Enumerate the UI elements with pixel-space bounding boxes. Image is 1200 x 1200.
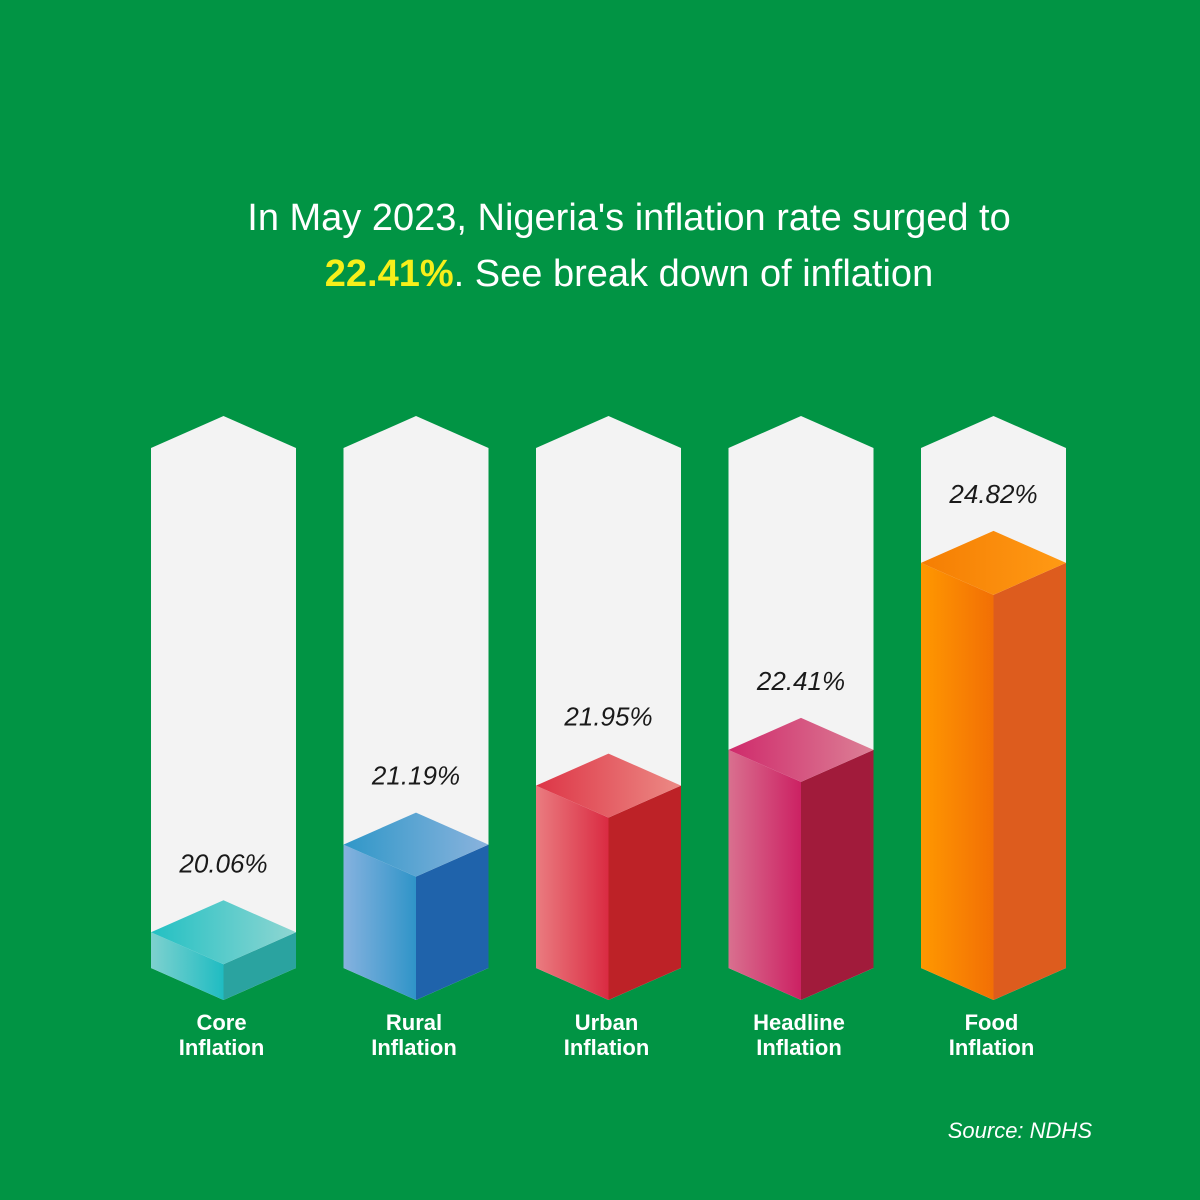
value-label: 20.06% bbox=[178, 848, 267, 878]
bar-core bbox=[151, 900, 296, 1000]
bar-headline bbox=[728, 717, 874, 1000]
headline-line2: . See break down of inflation bbox=[453, 253, 934, 295]
bar-front-face bbox=[343, 844, 416, 1000]
bar-front-face bbox=[151, 932, 224, 1000]
bar-front-face bbox=[536, 785, 609, 1000]
category-label: Headline Inflation bbox=[753, 1010, 845, 1060]
category-label: Rural Inflation bbox=[371, 1010, 457, 1060]
bar-front-face bbox=[921, 562, 994, 1000]
bar-rural bbox=[343, 812, 489, 1000]
bar-top-face bbox=[728, 717, 874, 782]
bar-top-face bbox=[151, 900, 296, 965]
category-label: Core Inflation bbox=[179, 1010, 265, 1060]
bar-urban bbox=[536, 753, 681, 1000]
headline: In May 2023, Nigeria's inflation rate su… bbox=[0, 190, 1200, 302]
source-note: Source: NDHS bbox=[947, 1118, 1092, 1143]
bar-top-face bbox=[536, 753, 681, 818]
headline-highlight-rate: 22.41% bbox=[324, 253, 454, 295]
bar-side-face bbox=[416, 844, 489, 1000]
bar-side-face bbox=[223, 932, 296, 1000]
bar-side-face bbox=[801, 749, 874, 1000]
value-label: 21.95% bbox=[563, 702, 652, 732]
bar-food bbox=[921, 530, 1066, 1000]
category-label: Urban Inflation bbox=[564, 1010, 650, 1060]
headline-line1: In May 2023, Nigeria's inflation rate su… bbox=[247, 197, 1011, 239]
bar-top-face bbox=[343, 812, 489, 877]
category-label: Food Inflation bbox=[949, 1010, 1035, 1060]
bar-front-face bbox=[728, 749, 801, 1000]
bar-top-face bbox=[921, 530, 1066, 595]
bar-side-face bbox=[993, 562, 1066, 1000]
bar-tube bbox=[151, 416, 296, 1000]
value-label: 22.41% bbox=[756, 666, 845, 696]
value-label: 24.82% bbox=[948, 479, 1037, 509]
bar-side-face bbox=[608, 785, 681, 1000]
value-label: 21.19% bbox=[371, 761, 460, 791]
